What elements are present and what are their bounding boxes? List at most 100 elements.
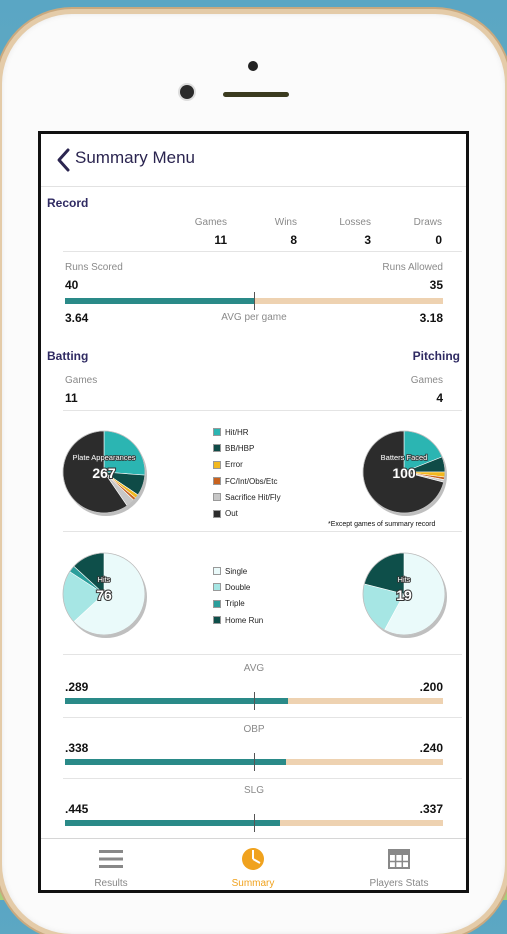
pie-label: Hits <box>98 575 111 584</box>
hit-type-legend: Single Double Triple Home Run <box>213 563 263 628</box>
legend-label: Double <box>225 582 251 592</box>
legend-swatch <box>213 509 221 518</box>
wins-header: Wins <box>274 217 297 228</box>
legend-swatch <box>213 567 221 576</box>
bar-midpoint <box>254 814 255 832</box>
avg-scored-value: 3.64 <box>65 311 89 325</box>
legend-item: Single <box>213 563 263 579</box>
legend-item: FC/Int/Obs/Etc <box>213 473 281 489</box>
runs-scored-label: Runs Scored <box>65 262 123 273</box>
pie-outline <box>362 552 446 636</box>
bar-midpoint <box>254 753 255 771</box>
pie-outline <box>62 430 146 514</box>
pie-svg: Hits 19 <box>362 552 447 638</box>
batting-games-label: Games <box>65 375 98 386</box>
divider <box>63 251 462 252</box>
legend-item: Hit/HR <box>213 424 281 440</box>
runs-comparison-fill <box>65 298 254 304</box>
losses-header: Losses <box>339 217 371 228</box>
stat-comparison-fill <box>65 820 281 826</box>
batting-hits-pie: Hits 76 <box>61 551 151 641</box>
pitching-games-label: Games <box>410 375 443 386</box>
tab-players-stats[interactable]: Players Stats <box>349 839 449 890</box>
legend-swatch <box>213 460 221 469</box>
bar-midpoint <box>254 692 255 710</box>
stat-comparison-fill <box>65 759 287 765</box>
screen: Summary Menu Record Games Wins Losses Dr… <box>38 131 469 893</box>
stat-batting-value: .445 <box>65 802 89 816</box>
pie-total: 267 <box>92 465 116 481</box>
nav-bar: Summary Menu <box>41 134 466 187</box>
pie-total: 76 <box>96 587 112 603</box>
stat-comparison-bar <box>65 753 443 771</box>
divider <box>63 531 462 532</box>
legend-swatch <box>213 428 221 437</box>
pie-label: Hits <box>398 575 411 584</box>
list-icon <box>99 850 123 868</box>
legend-item: Out <box>213 505 281 521</box>
pie-outline <box>362 430 446 514</box>
stat-comparison-bar <box>65 692 443 710</box>
wins-value: 8 <box>290 233 297 247</box>
runs-comparison-bar <box>65 292 443 310</box>
pitching-games-value: 4 <box>436 391 443 405</box>
stat-label: SLG <box>243 785 264 796</box>
pie-total: 19 <box>396 587 412 603</box>
stat-comparison-bar <box>65 814 443 832</box>
pitching-section-title: Pitching <box>412 349 460 363</box>
page-title: Summary Menu <box>75 148 195 167</box>
stat-label: AVG <box>243 663 265 674</box>
legend-item: Double <box>213 579 263 595</box>
runs-scored-value: 40 <box>65 278 79 292</box>
tab-results-label: Results <box>94 878 128 889</box>
pie-label: Plate Appearances <box>73 453 136 462</box>
legend-label: BB/HBP <box>225 443 255 453</box>
legend-swatch <box>213 599 221 608</box>
divider <box>63 410 462 411</box>
bar-midpoint <box>254 292 255 310</box>
pie-svg: Batters Faced 100 <box>362 430 447 516</box>
batters-faced-pie: Batters Faced 100 <box>361 429 451 519</box>
pie-chart-icon <box>242 848 264 870</box>
back-button[interactable] <box>53 147 75 173</box>
legend-item: BB/HBP <box>213 440 281 456</box>
draws-value: 0 <box>435 233 442 247</box>
legend-swatch <box>213 444 221 453</box>
app-view: Summary Menu Record Games Wins Losses Dr… <box>41 134 466 890</box>
divider <box>63 717 462 718</box>
tab-bar: Results Summary Players Stats <box>41 838 466 890</box>
legend-label: Hit/HR <box>225 427 249 437</box>
legend-item: Sacrifice Hit/Fly <box>213 489 281 505</box>
runs-allowed-label: Runs Allowed <box>382 262 443 273</box>
stat-batting-value: .338 <box>65 741 89 755</box>
losses-value: 3 <box>364 233 371 247</box>
tab-summary[interactable]: Summary <box>213 839 293 890</box>
batting-section-title: Batting <box>47 349 89 363</box>
outcome-legend: Hit/HR BB/HBP Error FC/Int/Obs/Etc Sacrifice… <box>213 424 281 522</box>
avg-allowed-value: 3.18 <box>419 311 443 325</box>
legend-item: Home Run <box>213 612 263 628</box>
games-header: Games <box>194 217 227 228</box>
tab-summary-label: Summary <box>231 878 275 889</box>
legend-label: Triple <box>225 599 245 609</box>
pie-outline <box>62 552 146 636</box>
games-value: 11 <box>214 233 227 247</box>
tab-players-stats-label: Players Stats <box>369 878 429 889</box>
legend-swatch <box>213 583 221 592</box>
pie-label: Batters Faced <box>381 453 428 462</box>
stat-pitching-value: .240 <box>419 741 443 755</box>
stat-batting-value: .289 <box>65 680 89 694</box>
grid-icon <box>388 849 410 869</box>
earpiece-speaker <box>223 92 289 97</box>
legend-label: Error <box>225 460 243 470</box>
plate-appearances-pie: Plate Appearances 267 <box>61 429 151 519</box>
divider <box>63 778 462 779</box>
legend-label: Sacrifice Hit/Fly <box>225 492 281 502</box>
record-section-title: Record <box>47 196 89 210</box>
legend-swatch <box>213 493 221 502</box>
tab-results[interactable]: Results <box>71 839 151 890</box>
stat-comparison-fill <box>65 698 289 704</box>
batting-games-value: 11 <box>65 391 78 405</box>
legend-swatch <box>213 477 221 486</box>
front-sensor <box>248 61 258 71</box>
